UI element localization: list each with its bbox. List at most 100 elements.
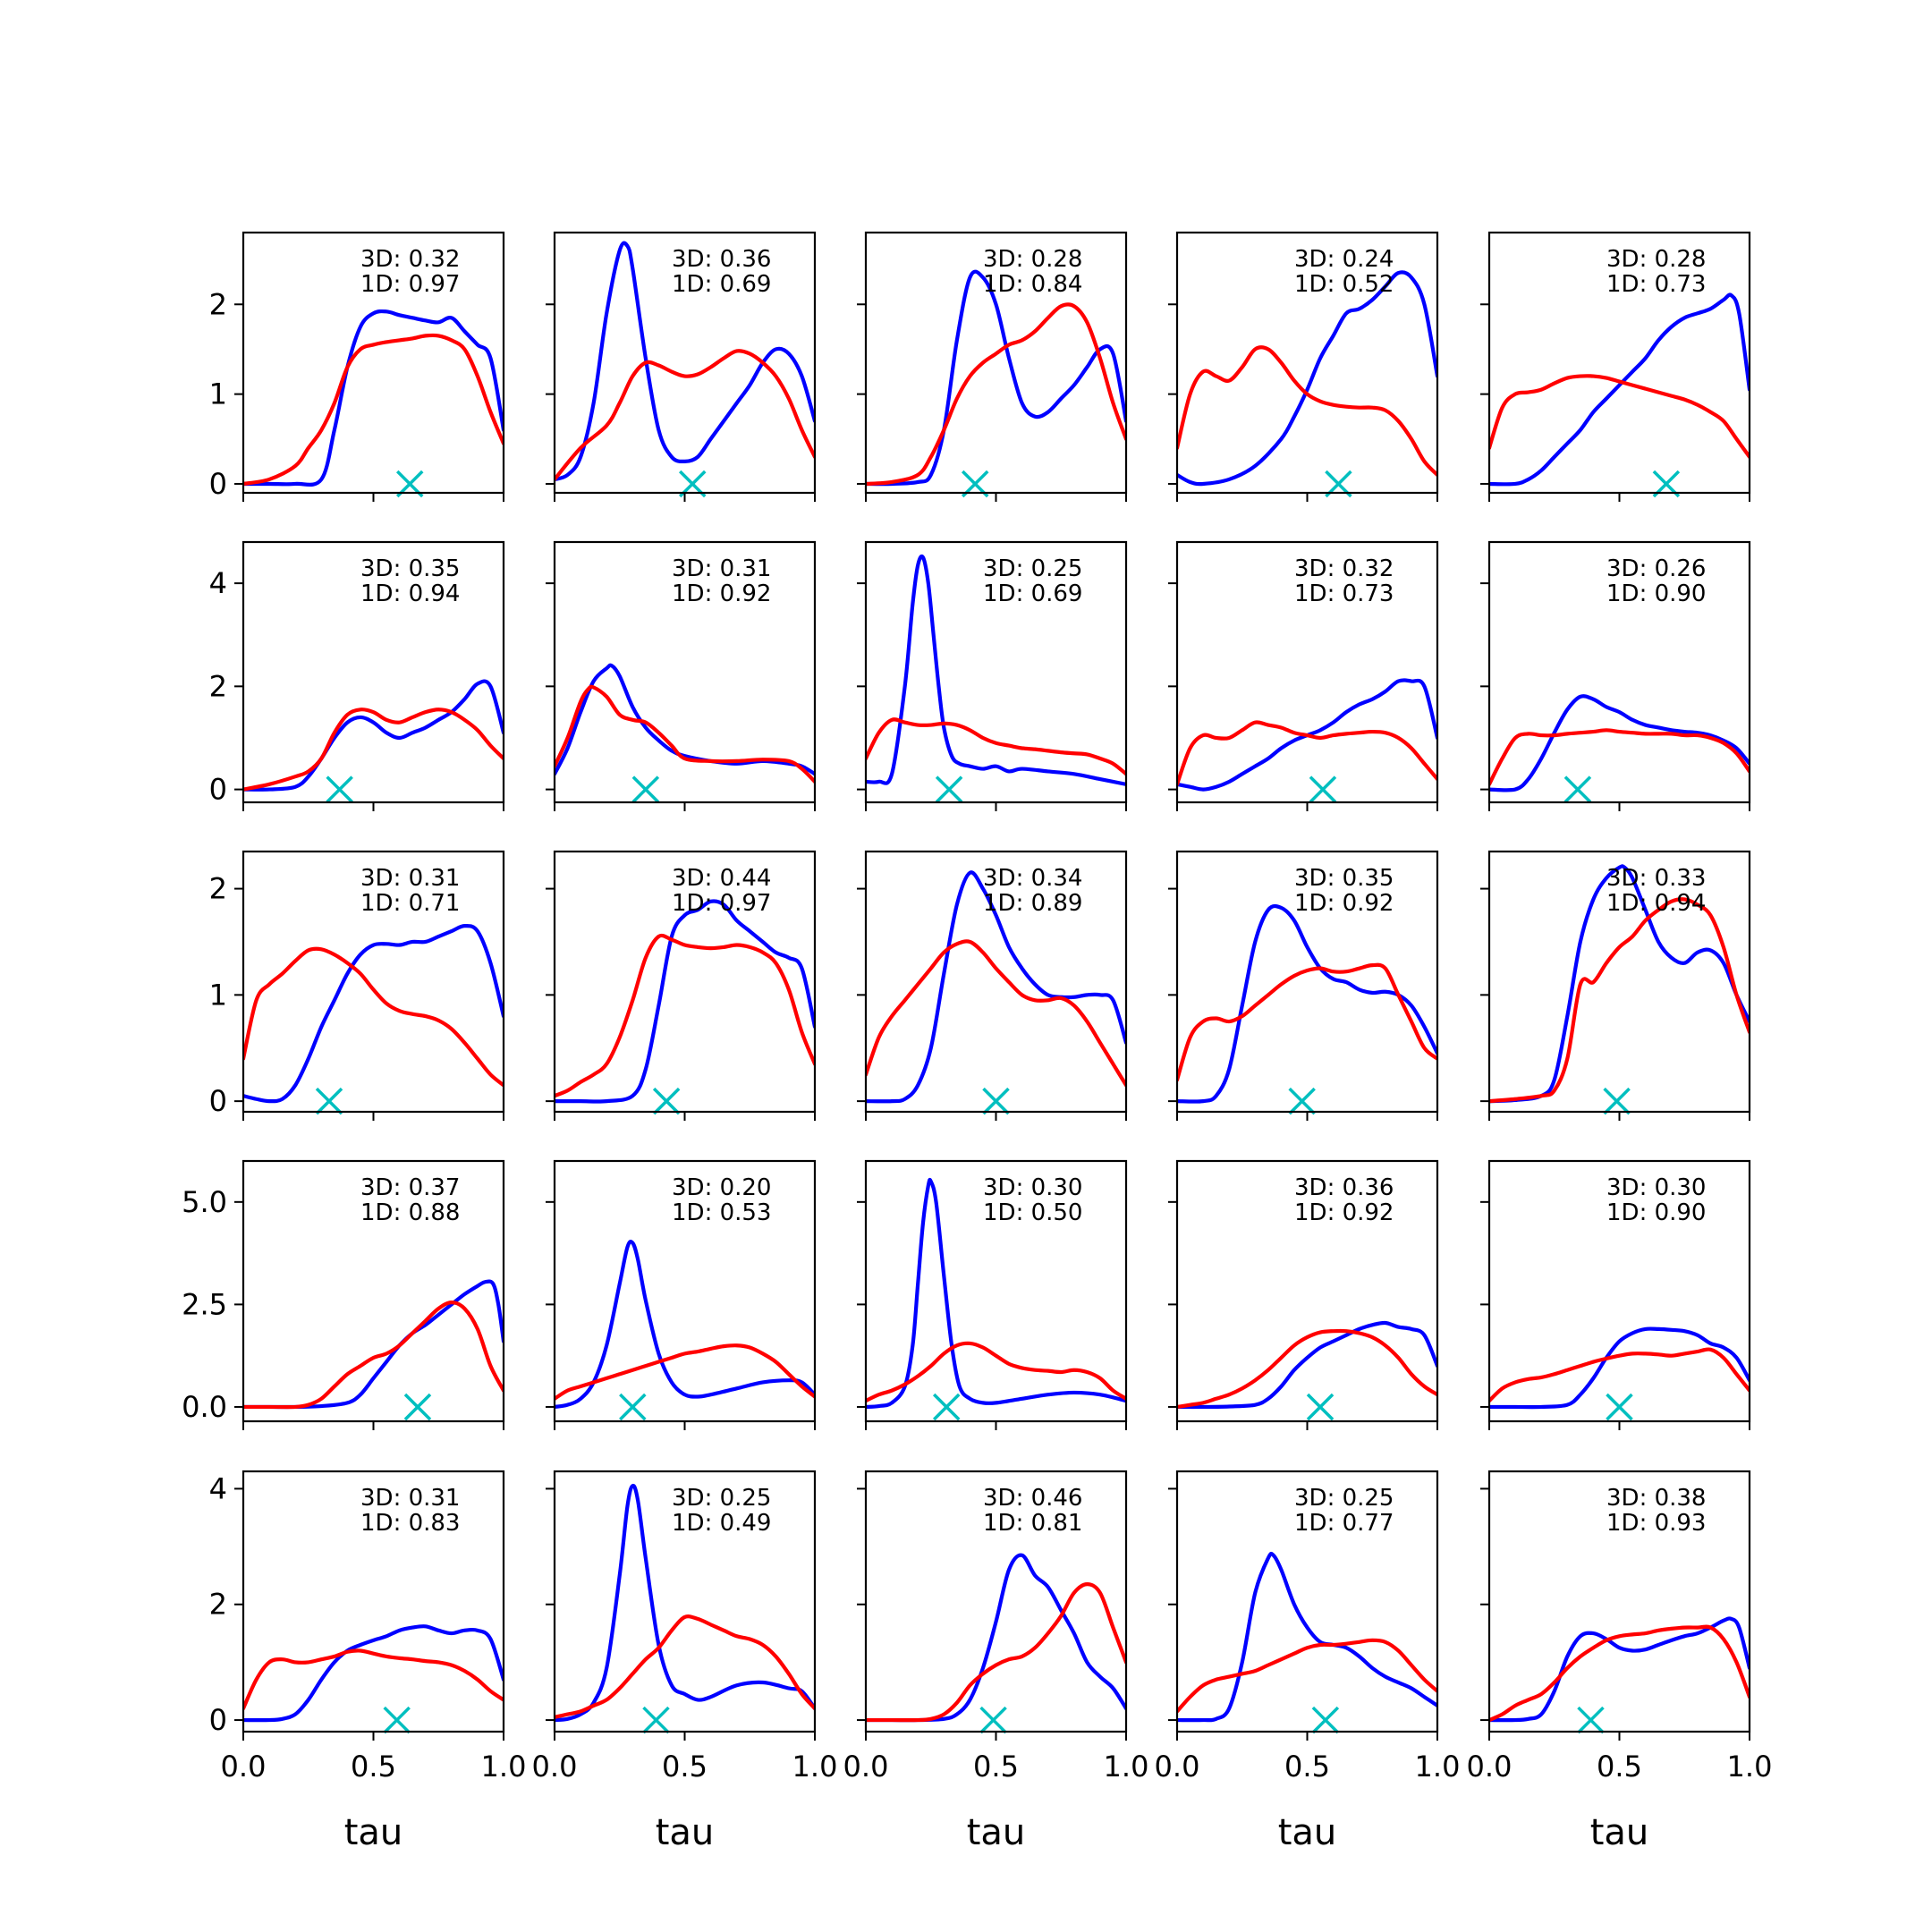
annotation-1d: 1D: 0.90 xyxy=(1606,580,1706,607)
x-tick-label: 1.0 xyxy=(792,1750,838,1784)
marker-x xyxy=(1306,1393,1335,1421)
curve-3d xyxy=(555,1240,815,1410)
y-tick-label: 2 xyxy=(209,872,227,906)
curve-3d xyxy=(555,899,815,1104)
annotation-1d: 1D: 0.89 xyxy=(983,890,1082,917)
marker-x xyxy=(935,775,963,803)
y-tick-label: 0 xyxy=(209,1703,227,1737)
annotation-3d: 3D: 0.31 xyxy=(672,555,771,582)
annotation-1d: 1D: 0.92 xyxy=(1294,890,1394,917)
x-tick-label: 1.0 xyxy=(1727,1750,1773,1784)
curve-3d xyxy=(1489,694,1750,792)
marker-x xyxy=(619,1393,647,1421)
curve-1d xyxy=(555,933,815,1098)
annotation-3d: 3D: 0.25 xyxy=(672,1485,771,1512)
x-tick-label: 1.0 xyxy=(481,1750,527,1784)
annotation-3d: 3D: 0.32 xyxy=(1294,555,1394,582)
annotation-1d: 1D: 0.71 xyxy=(360,890,460,917)
annotation-3d: 3D: 0.38 xyxy=(1606,1485,1706,1512)
y-tick-label: 2 xyxy=(209,287,227,321)
y-tick-label: 4 xyxy=(209,1471,227,1505)
y-tick-label: 0 xyxy=(209,467,227,501)
panel-curves xyxy=(243,309,504,487)
annotation-1d: 1D: 0.77 xyxy=(1294,1510,1394,1537)
annotation-3d: 3D: 0.30 xyxy=(1606,1174,1706,1201)
annotation-3d: 3D: 0.31 xyxy=(360,1485,460,1512)
marker-x xyxy=(979,1706,1007,1734)
marker-x xyxy=(652,1087,681,1115)
panel-curves xyxy=(1489,1326,1750,1410)
panel-curves xyxy=(243,1279,504,1410)
annotation-1d: 1D: 0.94 xyxy=(360,580,460,607)
y-tick-label: 4 xyxy=(209,566,227,600)
annotation-3d: 3D: 0.25 xyxy=(1294,1485,1394,1512)
annotation-1d: 1D: 0.69 xyxy=(672,271,771,298)
y-tick-label: 5.0 xyxy=(182,1185,227,1219)
x-tick-label: 0.0 xyxy=(1467,1750,1513,1784)
panel-curves xyxy=(1177,903,1437,1104)
panel-curves xyxy=(243,923,504,1104)
annotation-1d: 1D: 0.90 xyxy=(1606,1199,1706,1226)
curve-1d xyxy=(555,1614,815,1719)
annotation-3d: 3D: 0.46 xyxy=(983,1485,1082,1512)
curve-3d xyxy=(1489,864,1750,1104)
curve-1d xyxy=(1489,1347,1750,1403)
annotation-3d: 3D: 0.44 xyxy=(672,865,771,892)
curve-3d xyxy=(866,870,1126,1104)
annotation-3d: 3D: 0.20 xyxy=(672,1174,771,1201)
panel-curves xyxy=(555,1240,815,1410)
curve-1d xyxy=(243,946,504,1088)
annotation-1d: 1D: 0.69 xyxy=(983,580,1082,607)
curve-1d xyxy=(1177,345,1437,478)
annotation-3d: 3D: 0.24 xyxy=(1294,246,1394,273)
curve-1d xyxy=(866,717,1126,776)
marker-x xyxy=(932,1393,961,1421)
panel-curves xyxy=(555,241,815,482)
annotation-1d: 1D: 0.49 xyxy=(672,1510,771,1537)
panel-curves xyxy=(1177,1551,1437,1723)
annotation-3d: 3D: 0.33 xyxy=(1606,865,1706,892)
curve-1d xyxy=(866,302,1126,487)
x-tick-label: 1.0 xyxy=(1415,1750,1461,1784)
x-tick-label: 0.0 xyxy=(532,1750,578,1784)
marker-x xyxy=(1563,775,1592,803)
marker-x xyxy=(326,775,353,803)
curve-3d xyxy=(866,269,1126,487)
curve-3d xyxy=(243,923,504,1104)
y-tick-label: 2 xyxy=(209,669,227,703)
curve-3d xyxy=(243,1624,504,1723)
curve-1d xyxy=(243,333,504,487)
curve-1d xyxy=(555,684,815,784)
x-tick-label: 0.5 xyxy=(351,1750,396,1784)
curve-3d xyxy=(243,309,504,487)
curve-3d xyxy=(1177,1551,1437,1723)
curve-1d xyxy=(1489,374,1750,459)
panel-curves xyxy=(1489,1616,1750,1723)
panel-curves xyxy=(1489,864,1750,1104)
x-axis-label: tau xyxy=(344,1812,403,1853)
y-tick-label: 2.5 xyxy=(182,1287,227,1321)
marker-x xyxy=(315,1087,343,1115)
curve-1d xyxy=(243,1301,504,1410)
curve-3d xyxy=(866,554,1126,786)
annotation-1d: 1D: 0.83 xyxy=(360,1510,460,1537)
x-axis-labels: tau tau tau tau tau xyxy=(344,1812,1649,1853)
marker-x xyxy=(982,1087,1010,1115)
y-tick-label: 2 xyxy=(209,1588,227,1622)
marker-x xyxy=(1577,1706,1605,1734)
annotation-3d: 3D: 0.32 xyxy=(360,246,460,273)
panel-curves xyxy=(1489,292,1750,487)
